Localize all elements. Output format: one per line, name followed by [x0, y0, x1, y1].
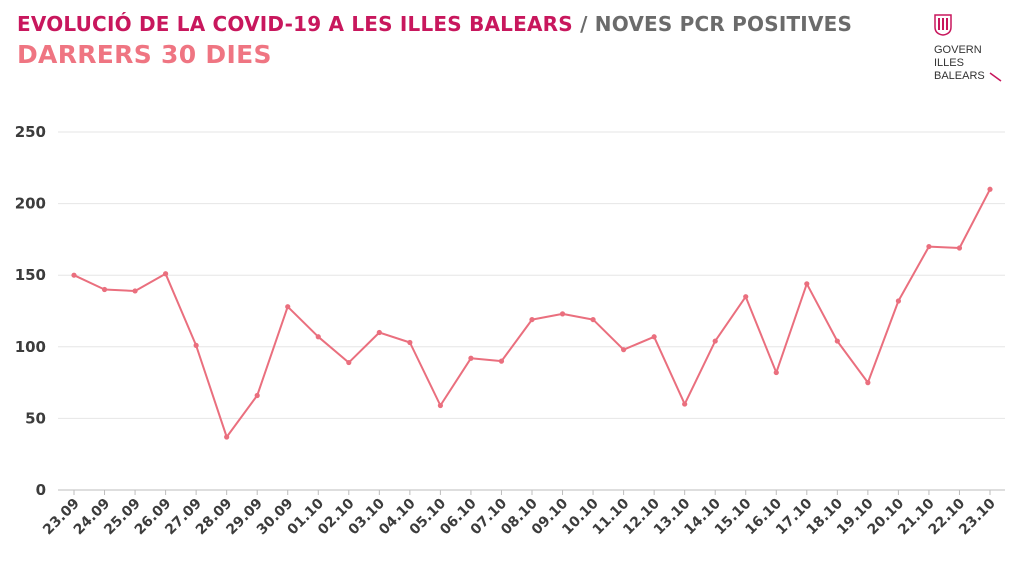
- y-tick-label-200: 200: [15, 195, 46, 213]
- y-tick-label-150: 150: [15, 266, 46, 284]
- govern-crest-icon: [934, 14, 952, 36]
- data-point: [926, 243, 932, 250]
- data-point: [315, 334, 321, 340]
- data-point: [865, 380, 871, 386]
- y-tick-label-250: 250: [15, 123, 46, 141]
- data-point: [224, 434, 230, 440]
- data-point: [193, 342, 199, 348]
- title-separator: /: [580, 12, 588, 36]
- data-point: [987, 186, 993, 192]
- y-tick-label-0: 0: [36, 481, 46, 499]
- x-axis-ticks: 23.0924.0925.0926.0927.0928.0929.0930.09…: [40, 490, 999, 538]
- data-point: [346, 359, 352, 366]
- y-tick-label-50: 50: [25, 409, 46, 427]
- data-point: [407, 339, 413, 346]
- data-point: [529, 316, 535, 323]
- chart-subtitle: DARRERS 30 DIES: [17, 40, 272, 69]
- data-point: [132, 288, 138, 294]
- data-point: [834, 338, 840, 344]
- data-point: [559, 311, 566, 317]
- logo-line-balears: BALEARS: [934, 70, 985, 82]
- data-point: [101, 286, 108, 293]
- data-point: [285, 304, 291, 310]
- data-point: [956, 245, 963, 251]
- data-point: [254, 392, 260, 399]
- data-point: [773, 369, 779, 376]
- data-point: [682, 401, 688, 407]
- logo-line-govern: GOVERN: [934, 44, 982, 56]
- govern-logo: GOVERN ILLES BALEARS: [934, 14, 1014, 86]
- header: EVOLUCIÓ DE LA COVID-19 A LES ILLES BALE…: [17, 10, 852, 72]
- data-point: [163, 271, 169, 277]
- logo-slash-icon: [989, 72, 1002, 82]
- data-point: [621, 347, 627, 353]
- data-point: [590, 316, 596, 323]
- title-main: EVOLUCIÓ DE LA COVID-19 A LES ILLES BALE…: [17, 12, 573, 36]
- series-line: [73, 188, 991, 438]
- data-point: [712, 338, 718, 344]
- y-tick-label-100: 100: [15, 338, 46, 356]
- grid-lines: [58, 131, 1005, 419]
- data-point: [437, 402, 443, 409]
- data-point: [376, 329, 382, 336]
- data-point: [651, 334, 657, 340]
- data-point: [468, 355, 474, 361]
- data-point: [71, 272, 77, 278]
- data-point: [743, 294, 749, 300]
- data-point: [895, 298, 902, 304]
- chart-title: EVOLUCIÓ DE LA COVID-19 A LES ILLES BALE…: [17, 10, 852, 38]
- data-point: [498, 358, 505, 364]
- series: [71, 186, 993, 440]
- logo-line-illes: ILLES: [934, 57, 964, 69]
- data-point: [804, 281, 810, 287]
- title-sub: NOVES PCR POSITIVES: [594, 12, 853, 36]
- y-axis-ticks: 0 50 100 150 200 250: [15, 123, 46, 499]
- logo-text: GOVERN ILLES BALEARS: [934, 44, 985, 83]
